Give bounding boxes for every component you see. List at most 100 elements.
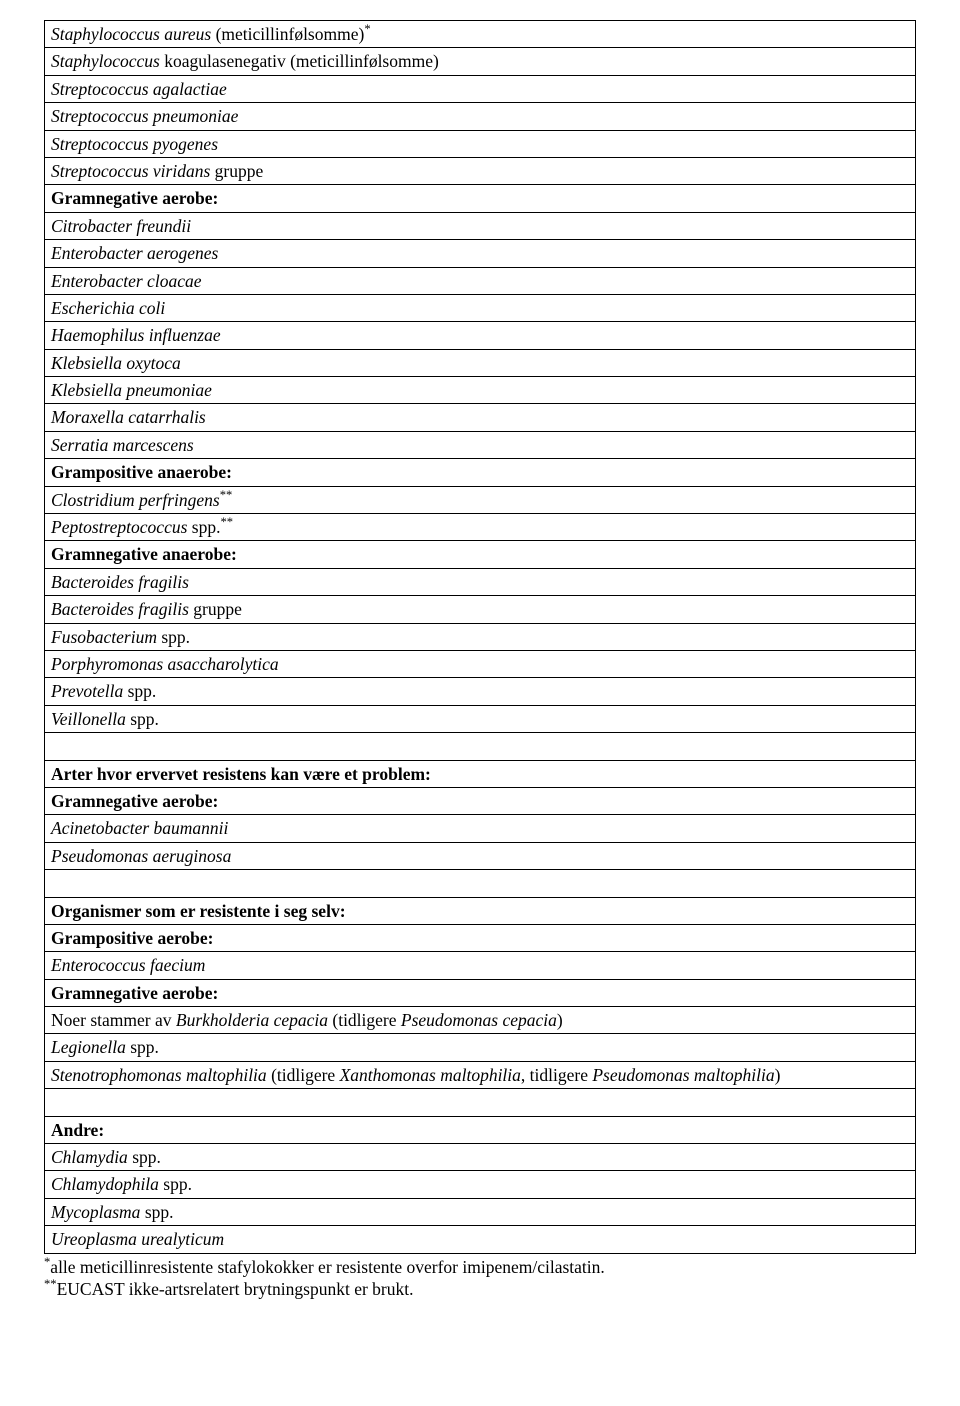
indent-cell: Stenotrophomonas maltophilia (tidligere … xyxy=(45,1061,916,1088)
text-segment: ** xyxy=(44,1277,57,1291)
text-segment: * xyxy=(364,22,370,36)
table-row: Enterococcus faecium xyxy=(45,952,916,979)
table-row: Streptococcus pyogenes xyxy=(45,130,916,157)
table-row: Streptococcus agalactiae xyxy=(45,75,916,102)
table-row: Bacteroides fragilis xyxy=(45,568,916,595)
text-segment: Klebsiella oxytoca xyxy=(51,353,181,373)
text-segment: Prevotella xyxy=(51,681,128,701)
text-segment: (tidligere xyxy=(332,1010,401,1030)
indent-cell: Haemophilus influenzae xyxy=(45,322,916,349)
text-segment: koagulasenegativ (meticillinfølsomme) xyxy=(164,51,439,71)
text-segment: spp. xyxy=(130,1037,159,1057)
indent-cell: Noer stammer av Burkholderia cepacia (ti… xyxy=(45,1007,916,1034)
table-row: Gramnegative aerobe: xyxy=(45,979,916,1006)
table-row: Veillonella spp. xyxy=(45,705,916,732)
text-segment: Streptococcus pneumoniae xyxy=(51,106,238,126)
table-row: Streptococcus viridans gruppe xyxy=(45,157,916,184)
table-row: Enterobacter cloacae xyxy=(45,267,916,294)
text-segment: ) xyxy=(557,1010,563,1030)
table-row: Staphylococcus koagulasenegativ (meticil… xyxy=(45,48,916,75)
text-segment: Enterobacter cloacae xyxy=(51,271,201,291)
text-segment: spp. xyxy=(163,1174,192,1194)
table-row xyxy=(45,1089,916,1116)
text-segment: gruppe xyxy=(215,161,264,181)
table-row: Peptostreptococcus spp.** xyxy=(45,514,916,541)
text-segment: Arter hvor ervervet resistens kan være e… xyxy=(51,764,431,784)
indent-cell: Veillonella spp. xyxy=(45,705,916,732)
text-segment: Grampositive aerobe: xyxy=(51,928,214,948)
table-row: Bacteroides fragilis gruppe xyxy=(45,596,916,623)
indent-cell: Streptococcus agalactiae xyxy=(45,75,916,102)
indent-cell: Chlamydophila spp. xyxy=(45,1171,916,1198)
text-segment: Fusobacterium xyxy=(51,627,161,647)
table-row: Gramnegative aerobe: xyxy=(45,185,916,212)
text-segment: Staphylococcus xyxy=(51,51,164,71)
text-segment: ** xyxy=(220,515,233,529)
text-segment: Grampositive anaerobe: xyxy=(51,462,232,482)
text-segment: spp. xyxy=(161,627,190,647)
header-cell: Gramnegative anaerobe: xyxy=(45,541,916,568)
text-segment: Klebsiella pneumoniae xyxy=(51,380,212,400)
table-row: Mycoplasma spp. xyxy=(45,1198,916,1225)
text-segment: Escherichia coli xyxy=(51,298,165,318)
spacer-cell xyxy=(45,870,916,897)
table-row: Serratia marcescens xyxy=(45,431,916,458)
indent-cell: Acinetobacter baumannii xyxy=(45,815,916,842)
indent-cell: Mycoplasma spp. xyxy=(45,1198,916,1225)
spacer-cell xyxy=(45,1089,916,1116)
text-segment: spp. xyxy=(128,681,157,701)
indent-cell: Enterobacter aerogenes xyxy=(45,240,916,267)
text-segment: Citrobacter freundii xyxy=(51,216,191,236)
indent-cell: Klebsiella pneumoniae xyxy=(45,377,916,404)
table-row: Noer stammer av Burkholderia cepacia (ti… xyxy=(45,1007,916,1034)
indent-cell: Bacteroides fragilis gruppe xyxy=(45,596,916,623)
table-row: Enterobacter aerogenes xyxy=(45,240,916,267)
text-segment: spp. xyxy=(145,1202,174,1222)
table-row: Clostridium perfringens** xyxy=(45,486,916,513)
text-segment: Haemophilus influenzae xyxy=(51,325,221,345)
text-segment: Organismer som er resistente i seg selv: xyxy=(51,901,346,921)
text-segment: Peptostreptococcus xyxy=(51,517,192,537)
table-row: Fusobacterium spp. xyxy=(45,623,916,650)
table-row: Arter hvor ervervet resistens kan være e… xyxy=(45,760,916,787)
indent-cell: Serratia marcescens xyxy=(45,431,916,458)
indent-cell: Clostridium perfringens** xyxy=(45,486,916,513)
table-row: Klebsiella pneumoniae xyxy=(45,377,916,404)
text-segment: Ureoplasma urealyticum xyxy=(51,1229,224,1249)
text-segment: Acinetobacter baumannii xyxy=(51,818,228,838)
indent-cell: Klebsiella oxytoca xyxy=(45,349,916,376)
table-row: Prevotella spp. xyxy=(45,678,916,705)
indent-cell: Streptococcus pneumoniae xyxy=(45,103,916,130)
text-segment: Veillonella xyxy=(51,709,130,729)
table-row xyxy=(45,870,916,897)
text-segment: ** xyxy=(220,488,233,502)
table-row: Grampositive anaerobe: xyxy=(45,459,916,486)
text-segment: Enterobacter aerogenes xyxy=(51,243,218,263)
indent-cell: Staphylococcus koagulasenegativ (meticil… xyxy=(45,48,916,75)
table-row: Moraxella catarrhalis xyxy=(45,404,916,431)
text-segment: Enterococcus faecium xyxy=(51,955,205,975)
table-row: Legionella spp. xyxy=(45,1034,916,1061)
table-row: Gramnegative anaerobe: xyxy=(45,541,916,568)
header-cell: Grampositive anaerobe: xyxy=(45,459,916,486)
organism-table: Staphylococcus aureus (meticillinfølsomm… xyxy=(44,20,916,1254)
text-segment: Chlamydophila xyxy=(51,1174,163,1194)
text-segment: gruppe xyxy=(193,599,242,619)
text-segment: Pseudomonas aeruginosa xyxy=(51,846,231,866)
table-row: Andre: xyxy=(45,1116,916,1143)
text-segment: Gramnegative aerobe: xyxy=(51,983,218,1003)
text-segment: Porphyromonas asaccharolytica xyxy=(51,654,279,674)
header-cell: Organismer som er resistente i seg selv: xyxy=(45,897,916,924)
header-cell: Andre: xyxy=(45,1116,916,1143)
text-segment: Mycoplasma xyxy=(51,1202,145,1222)
spacer-cell xyxy=(45,733,916,760)
organism-table-body: Staphylococcus aureus (meticillinfølsomm… xyxy=(45,21,916,1254)
indent-cell: Enterobacter cloacae xyxy=(45,267,916,294)
indent-cell: Moraxella catarrhalis xyxy=(45,404,916,431)
indent-cell: Enterococcus faecium xyxy=(45,952,916,979)
indent-cell: Bacteroides fragilis xyxy=(45,568,916,595)
text-segment: Andre: xyxy=(51,1120,104,1140)
table-row xyxy=(45,733,916,760)
indent-cell: Prevotella spp. xyxy=(45,678,916,705)
text-segment: Gramnegative aerobe: xyxy=(51,188,218,208)
